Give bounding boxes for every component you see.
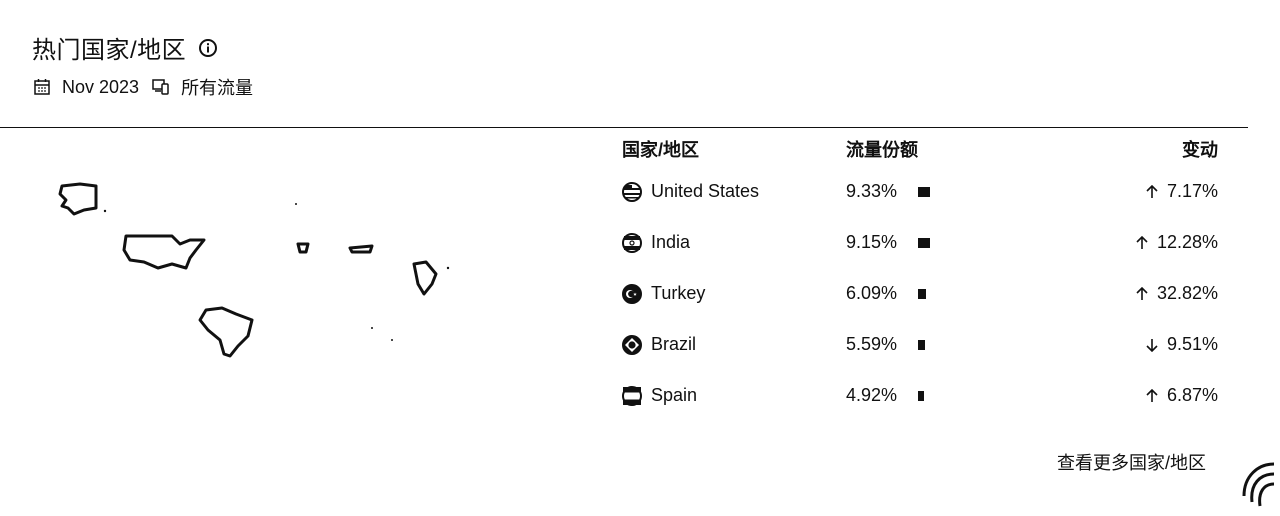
country-name: India <box>651 232 691 252</box>
fingerprint-icon <box>1242 462 1275 507</box>
see-more-countries-link[interactable]: 查看更多国家/地区 <box>1056 453 1206 473</box>
change-value: 9.51% <box>1166 334 1218 354</box>
country-name: Turkey <box>651 283 706 303</box>
share-value: 6.09% <box>846 283 898 303</box>
widget-header: 热门国家/地区 <box>32 30 218 65</box>
devices-icon <box>152 79 169 95</box>
share-bar <box>918 237 930 248</box>
map-dot <box>391 339 393 341</box>
spain-flag-icon <box>622 385 642 406</box>
map-india <box>412 260 438 296</box>
share-bar <box>918 390 924 401</box>
world-map <box>58 182 450 358</box>
table-row[interactable]: Brazil 5.59% 9.51% <box>622 319 1222 370</box>
map-dot <box>103 209 107 213</box>
map-dot <box>295 203 297 205</box>
meta-row: Nov 2023 所有流量 <box>32 74 253 100</box>
share-value: 5.59% <box>846 334 898 354</box>
table-row[interactable]: Turkey 6.09% 32.82% <box>622 268 1222 319</box>
table-row[interactable]: United States 9.33% 7.17% <box>622 166 1222 217</box>
country-table: 国家/地区 流量份额 变动 United States 9.33% 7.17% <box>622 132 1222 421</box>
arrow-up-icon <box>1146 184 1158 198</box>
map-dot <box>446 266 450 270</box>
brazil-flag-icon <box>622 334 642 355</box>
india-flag-icon <box>622 232 642 253</box>
date-label: Nov 2023 <box>62 76 140 97</box>
map-usa <box>122 234 206 270</box>
change-value: 6.87% <box>1166 385 1218 405</box>
share-bar <box>918 186 930 197</box>
share-bar <box>918 288 926 299</box>
col-header-change: 变动 <box>1182 140 1218 160</box>
table-row[interactable]: Spain 4.92% 6.87% <box>622 370 1222 421</box>
share-value: 4.92% <box>846 385 898 405</box>
table-row[interactable]: India 9.15% 12.28% <box>622 217 1222 268</box>
share-bar <box>918 339 925 350</box>
widget-title: 热门国家/地区 <box>32 37 187 64</box>
arrow-up-icon <box>1146 388 1158 402</box>
map-spain <box>296 242 310 254</box>
col-header-country: 国家/地区 <box>622 140 700 160</box>
change-value: 7.17% <box>1166 181 1218 201</box>
traffic-label: 所有流量 <box>181 78 254 98</box>
share-value: 9.33% <box>846 181 898 201</box>
map-alaska <box>58 182 98 216</box>
calendar-icon <box>34 79 50 95</box>
divider <box>0 127 1248 128</box>
country-name: Spain <box>651 385 698 405</box>
map-brazil <box>198 306 254 358</box>
arrow-up-icon <box>1136 235 1148 249</box>
change-value: 32.82% <box>1156 283 1218 303</box>
map-turkey <box>348 244 374 254</box>
col-header-share: 流量份额 <box>846 140 918 160</box>
table-header: 国家/地区 流量份额 变动 <box>622 132 1222 166</box>
country-name: United States <box>651 181 760 201</box>
map-dot <box>371 327 373 329</box>
country-name: Brazil <box>651 334 697 354</box>
arrow-up-icon <box>1136 286 1148 300</box>
info-icon[interactable] <box>198 38 218 58</box>
turkey-flag-icon <box>622 283 642 304</box>
arrow-down-icon <box>1146 338 1158 352</box>
share-value: 9.15% <box>846 232 898 252</box>
change-value: 12.28% <box>1156 232 1218 252</box>
us-flag-icon <box>622 181 642 202</box>
